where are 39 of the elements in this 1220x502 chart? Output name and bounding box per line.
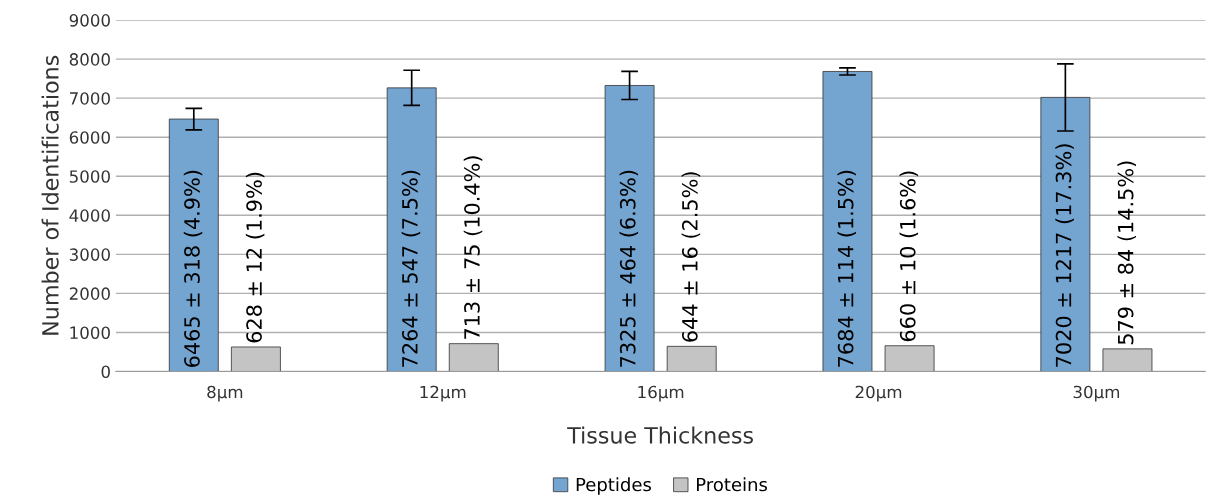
y-axis-title: Number of Identifications [41, 55, 59, 335]
x-tick-label: 8µm [207, 385, 243, 402]
x-tick-label: 12µm [420, 385, 466, 402]
y-tick-label: 9000 [69, 14, 110, 27]
bar [666, 345, 717, 372]
y-tick-label: 6000 [69, 131, 110, 144]
bar [448, 343, 499, 372]
data-label: 7020 ± 1217 (17.3%) [1055, 144, 1074, 367]
legend-label: Proteins [697, 477, 768, 492]
x-tick-label: 16µm [638, 385, 684, 402]
bar [884, 345, 935, 372]
bar [386, 87, 437, 372]
y-tick-label: 5000 [69, 170, 110, 183]
data-label: 7325 ± 464 (6.3%) [619, 170, 639, 367]
legend-label: Peptides [576, 477, 652, 495]
bar [1102, 348, 1153, 372]
bar [604, 85, 655, 372]
data-label: 713 ± 75 (10.4%) [463, 156, 483, 339]
data-label: 660 ± 10 (1.6%) [899, 171, 919, 342]
bar [822, 71, 873, 372]
y-tick-label: 7000 [69, 92, 110, 105]
x-axis-title: Tissue Thickness [567, 426, 753, 444]
x-tick-label: 30µm [1073, 385, 1120, 402]
y-tick-label: 4000 [69, 209, 110, 222]
bar [230, 346, 281, 372]
data-label: 644 ± 16 (2.5%) [681, 172, 701, 342]
x-tick-label: 20µm [855, 385, 902, 402]
data-label: 628 ± 12 (1.9%) [245, 172, 265, 343]
data-label: 7684 ± 114 (1.5%) [837, 170, 856, 367]
bar [1040, 96, 1091, 372]
bar [168, 118, 219, 372]
data-label: 6465 ± 318 (4.9%) [183, 170, 203, 367]
y-tick-label: 8000 [69, 53, 110, 66]
data-label: 579 ± 84 (14.5%) [1117, 161, 1136, 345]
data-label: 7264 ± 547 (7.5%) [401, 170, 421, 367]
y-tick-label: 0 [101, 365, 110, 379]
y-tick-label: 1000 [70, 326, 110, 339]
y-tick-label: 2000 [69, 287, 110, 300]
y-tick-label: 3000 [69, 248, 110, 261]
